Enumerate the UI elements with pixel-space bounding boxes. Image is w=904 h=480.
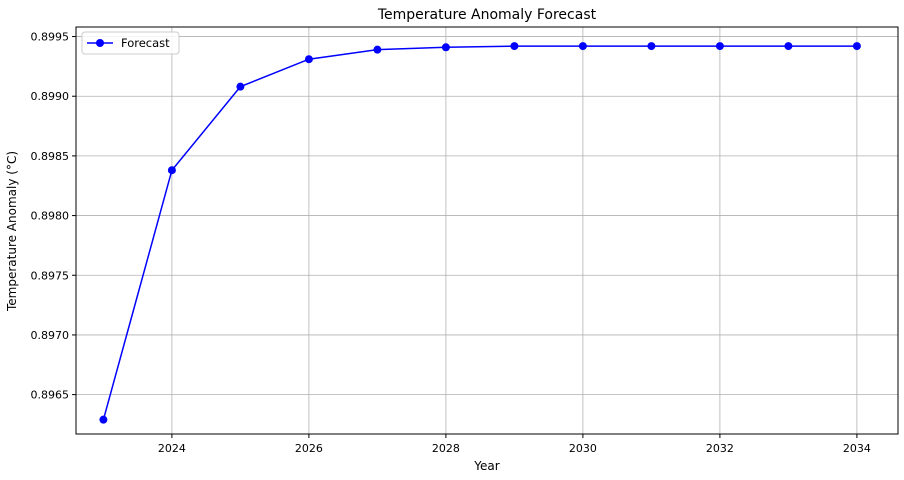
y-axis-label: Temperature Anomaly (°C) (5, 151, 19, 312)
y-tick-label: 0.8990 (31, 90, 70, 103)
legend-label: Forecast (121, 36, 170, 50)
forecast-point (578, 42, 587, 51)
forecast-line (102, 45, 857, 420)
forecast-point (99, 415, 108, 424)
legend: Forecast (81, 31, 180, 55)
x-tick-label: 2024 (158, 442, 186, 455)
legend-marker (96, 39, 104, 47)
grid (76, 27, 898, 434)
forecast-point (304, 55, 313, 64)
y-tick-label: 0.8995 (31, 31, 70, 44)
forecast-point (510, 42, 519, 51)
x-tick-label: 2032 (706, 442, 734, 455)
forecast-point (373, 45, 382, 54)
x-tick-label: 2026 (295, 442, 323, 455)
forecast-point (236, 82, 245, 91)
x-axis-label: Year (473, 459, 499, 473)
y-tick-label: 0.8970 (31, 329, 70, 342)
chart-title: Temperature Anomaly Forecast (377, 7, 597, 23)
forecast-point (715, 42, 724, 51)
forecast-point (784, 42, 793, 51)
forecast-point (167, 166, 176, 175)
y-tick-label: 0.8980 (31, 210, 70, 223)
y-tick-label: 0.8975 (31, 269, 70, 282)
plot-frame (75, 26, 899, 435)
forecast-point (852, 42, 861, 51)
x-tick-label: 2028 (432, 442, 460, 455)
legend-box (81, 31, 180, 55)
ticks-layer: 2024 2026 2028 2030 2032 2034 0.8965 0.8970 0.89… (31, 31, 871, 455)
x-tick-label: 2030 (569, 442, 597, 455)
forecast-point (647, 42, 656, 51)
series-layer (99, 42, 861, 424)
forecast-point (441, 43, 450, 52)
y-tick-label: 0.8985 (31, 150, 70, 163)
y-tick-label: 0.8965 (31, 389, 70, 402)
x-tick-label: 2034 (843, 442, 871, 455)
